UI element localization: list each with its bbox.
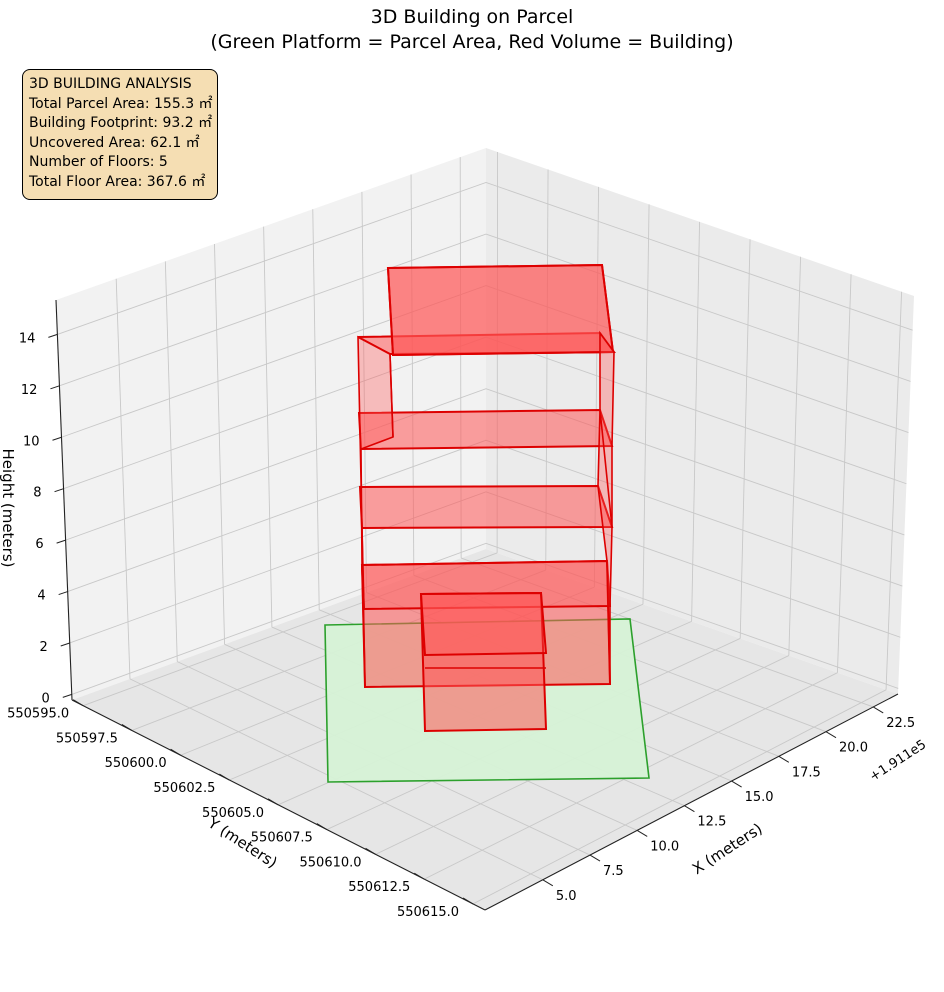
z-tick-mark [48,333,58,338]
y-tick-label: 550605.0 [202,806,264,821]
y-tick-label: 550600.0 [105,756,167,771]
y-tick-label: 550610.0 [300,855,362,870]
z-tick-label: 14 [19,331,36,346]
info-heading: 3D BUILDING ANALYSIS [29,76,192,92]
building-floor-3 [357,408,614,451]
x-tick-label: 15.0 [745,790,774,805]
y-tick-label: 550602.5 [153,781,215,796]
z-tick-label: 0 [41,691,49,706]
z-tick-label: 2 [39,640,47,655]
y-tick-mark [121,724,133,731]
building-box-face [357,408,614,451]
x-tick-mark [872,706,884,714]
z-tick-label: 10 [23,434,40,449]
y-axis-line [71,699,486,911]
x-tick-label: 7.5 [603,864,624,879]
grid-line-y-wall [788,256,802,656]
y-tick-label: 550595.0 [7,707,69,722]
y-tick-mark [72,699,84,707]
info-uncovered-area: Uncovered Area: 62.1 ㎡ [29,134,200,151]
building-floor-5 [386,263,615,357]
x-tick-mark [636,829,648,837]
z-tick-label: 12 [21,383,38,398]
chart-subtitle: (Green Platform = Parcel Area, Red Volum… [210,31,734,53]
info-parcel-area: Total Parcel Area: 155.3 ㎡ [29,95,213,112]
grid-line-x-wall [214,243,226,645]
grid-line-y-wall [739,239,751,639]
z-tick-label: 8 [33,486,41,501]
info-building-footprint: Building Footprint: 93.2 ㎡ [29,115,213,132]
chart-title: 3D Building on Parcel [370,6,574,28]
x-tick-mark [589,854,601,862]
building-box-top [386,263,615,357]
grid-line-y-wall [885,291,903,690]
building-edge [361,527,365,610]
grid-line-x-wall [164,261,178,662]
x-tick-label: 10.0 [650,839,679,854]
z-tick-label: 4 [37,589,45,604]
grid-line-z [57,182,913,335]
x-tick-mark [825,731,837,739]
building-side-wall-right [597,330,615,685]
z-tick-mark [56,539,66,544]
axis-ticks: 550595.0 550597.5 550600.0 550602.5 550605.0… [7,331,915,920]
info-total-floor-area: Total Floor Area: 367.6 ㎡ [29,173,206,190]
z-tick-mark [52,436,62,441]
grid-line-z [71,542,899,695]
left-back-pane [56,148,486,700]
x-tick-label: 20.0 [839,741,868,756]
axis-lines [55,299,899,911]
z-tick-mark [60,642,70,647]
y-tick-mark [316,823,328,830]
building-volume [357,263,616,733]
building-edge [389,353,394,438]
z-tick-mark [62,693,72,698]
y-tick-mark [219,773,230,781]
grid-line-z [65,388,905,541]
y-tick-label: 550607.5 [251,831,313,846]
x-tick-mark [684,805,695,813]
x-tick-label: 5.0 [556,889,577,904]
x-axis-line [484,693,899,911]
building-box-face [358,484,614,530]
x-axis-offset-text: +1.911e5 [867,737,929,785]
grid-line-x-wall [115,278,131,679]
y-tick-mark [267,798,279,806]
building-analysis-box: 3D BUILDING ANALYSIS Total Parcel Area: … [22,69,218,200]
x-tick-label: 17.5 [792,765,821,780]
grid-line-y-wall [836,274,852,673]
info-number-of-floors: Number of Floors: 5 [29,154,168,171]
x-tick-mark [778,755,790,763]
y-tick-mark [462,897,474,905]
y-tick-mark [365,847,376,855]
y-tick-mark [170,748,181,756]
grid-line-y-wall [642,204,650,605]
x-tick-label: 22.5 [886,716,915,731]
grid-line-z [59,233,911,387]
grid-line-y [472,689,887,905]
building-box-top [419,591,548,657]
z-tick-mark [58,591,68,596]
z-tick-mark [50,385,60,390]
x-tick-mark [542,879,554,887]
x-tick-mark [731,780,742,788]
building-edge [599,409,613,528]
y-tick-label: 550615.0 [397,905,459,920]
building-annex [419,591,548,733]
z-tick-mark [54,488,64,493]
z-tick-label: 6 [35,537,43,552]
x-tick-label: 12.5 [697,815,726,830]
z-axis-label: Height (meters) [0,449,17,568]
grid-line-x-wall [312,209,320,610]
building-floor-2 [358,484,614,530]
grid-line-x-wall [263,226,273,628]
y-tick-label: 550597.5 [56,731,118,746]
y-tick-mark [414,872,425,880]
y-tick-label: 550612.5 [348,880,410,895]
z-axis-line [55,299,73,701]
grid-line-y-wall [691,221,701,622]
